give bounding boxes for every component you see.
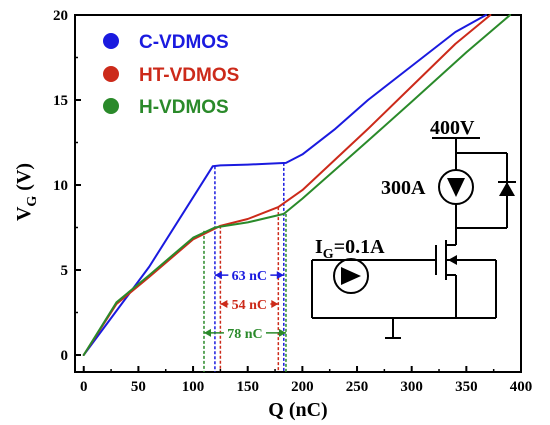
x-tick-label-3: 150 (236, 379, 259, 395)
x-tick-label-0: 0 (80, 379, 88, 395)
diode-triangle-icon (499, 182, 515, 196)
gate-current-symbol: I (315, 236, 323, 258)
x-tick-label-1: 50 (131, 379, 146, 395)
supply-voltage-label: 400V (430, 117, 475, 139)
series-line-ht-vdmos (82, 14, 492, 356)
x-tick-label-2: 100 (182, 379, 205, 395)
x-tick-label-8: 400 (510, 379, 533, 395)
series-line-h-vdmos (82, 14, 512, 356)
legend-label-c-vdmos: C-VDMOS (139, 32, 229, 53)
annotation-arrow-right-1 (271, 300, 279, 308)
y-tick-label-0: 0 (61, 348, 69, 364)
y-axis-title-sub: G (25, 196, 40, 207)
y-axis-title: VG (V) (13, 163, 40, 221)
annotation-arrow-left-2 (203, 328, 211, 337)
series-line-c-vdmos (82, 14, 487, 356)
current-source-arrow-icon (447, 178, 465, 197)
x-axis-title: Q (nC) (268, 399, 327, 421)
annotation-arrow-right-0 (276, 271, 284, 280)
legend-marker-ht-vdmos (103, 66, 119, 82)
gate-current-source (333, 258, 369, 294)
annotation-arrow-left-1 (220, 300, 228, 308)
plot-frame (74, 14, 522, 373)
legend-marker-h-vdmos (103, 98, 119, 114)
x-tick-label-5: 250 (346, 379, 369, 395)
x-tick-label-4: 200 (291, 379, 314, 395)
y-tick-label-3: 15 (53, 93, 68, 109)
series-lines (82, 14, 512, 356)
y-tick-label-1: 5 (61, 263, 69, 279)
body-arrow-icon (448, 255, 457, 265)
x-tick-label-7: 350 (455, 379, 478, 395)
current-source-label: 300A (381, 177, 426, 199)
legend-marker-c-vdmos (103, 33, 119, 49)
gate-current-label: IG=0.1A (315, 236, 385, 262)
legend-label-h-vdmos: H-VDMOS (139, 97, 229, 118)
annotation-arrow-left-0 (214, 271, 222, 280)
gate-current-value: =0.1A (334, 236, 385, 258)
annotation-label-1: 54 nC (232, 298, 267, 313)
legend-label-ht-vdmos: HT-VDMOS (139, 65, 239, 86)
legend: C-VDMOS HT-VDMOS H-VDMOS (103, 32, 239, 118)
x-tick-label-6: 300 (400, 379, 423, 395)
axis-ticks: 0 50 100 150 200 250 300 350 400 0 5 10 15 20 (53, 8, 532, 395)
annotation-bg-2 (223, 324, 266, 341)
annotation-label-0: 63 nC (232, 269, 267, 284)
annotation-bg-1 (228, 296, 271, 312)
gate-source-arrow-icon (341, 267, 361, 285)
y-axis-title-unit: (V) (13, 163, 35, 196)
circuit-arrows (341, 178, 515, 285)
annotation-label-2: 78 nC (227, 327, 262, 342)
y-tick-label-2: 10 (53, 178, 68, 194)
gate-current-sub: G (323, 247, 334, 262)
y-tick-label-4: 20 (53, 8, 68, 24)
guide-lines (203, 162, 287, 372)
span-annotations: 63 nC 54 nC 78 nC (203, 267, 286, 342)
y-axis-title-main: V (13, 206, 35, 221)
annotation-arrow-right-2 (278, 328, 286, 337)
annotation-bg-0 (228, 267, 271, 284)
